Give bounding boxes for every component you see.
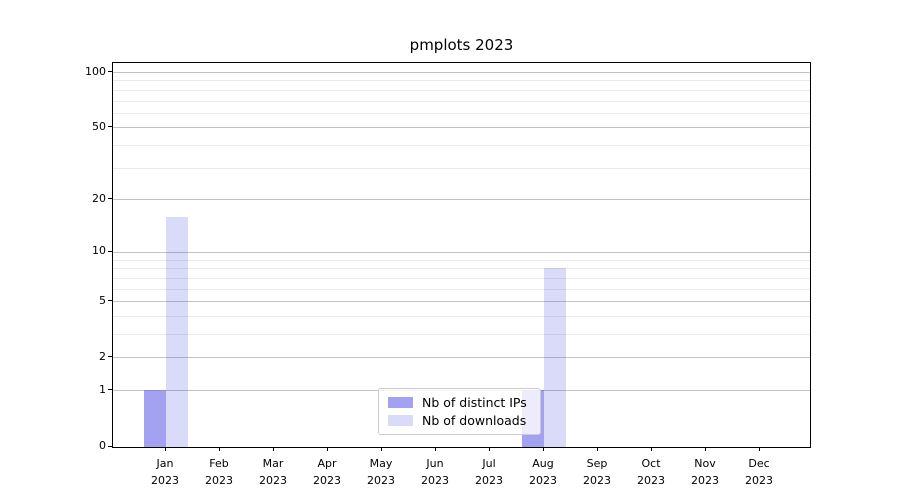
x-tick-label: Sep 2023: [570, 455, 624, 489]
x-tick-label: Apr 2023: [300, 455, 354, 489]
x-tick-month: Aug: [532, 457, 554, 470]
y-tick-label: 2: [99, 349, 106, 363]
gridline-major: [113, 251, 810, 253]
x-axis-tick: [219, 447, 220, 451]
x-tick-label: Aug 2023: [516, 455, 570, 489]
y-tick-label: 50: [92, 119, 106, 133]
x-tick-month: Mar: [262, 457, 284, 470]
x-axis-tick: [489, 447, 490, 451]
x-tick-year: 2023: [637, 474, 665, 487]
x-tick-month: Sep: [586, 457, 608, 470]
x-tick-year: 2023: [151, 474, 179, 487]
gridline-minor: [113, 334, 810, 335]
y-tick-label: 10: [92, 244, 106, 258]
gridline-minor: [113, 268, 810, 270]
y-axis-tick: [108, 71, 112, 72]
y-axis-tick: [108, 389, 112, 391]
y-tick-label: 20: [92, 191, 106, 205]
x-tick-year: 2023: [583, 474, 611, 487]
gridline-major: [113, 127, 810, 129]
x-tick-month: Oct: [641, 457, 661, 470]
legend: Nb of distinct IPs Nb of downloads: [378, 388, 541, 435]
y-axis-tick: [108, 300, 112, 302]
x-tick-month: May: [369, 457, 393, 470]
gridline-minor: [113, 315, 810, 317]
legend-row: Nb of distinct IPs: [388, 395, 531, 410]
x-tick-label: Oct 2023: [624, 455, 678, 489]
x-axis-tick: [273, 447, 274, 451]
x-tick-month: Dec: [748, 457, 770, 470]
y-axis-tick: [108, 250, 112, 252]
legend-row: Nb of downloads: [388, 413, 531, 428]
y-axis-tick: [108, 445, 112, 447]
gridline-major: [113, 199, 810, 201]
y-axis-tick: [108, 356, 112, 358]
bar-downloads: [166, 216, 188, 447]
gridline-major: [113, 301, 810, 303]
gridline-minor: [113, 80, 810, 82]
bar-distinct-ips: [144, 390, 166, 447]
x-tick-month: Feb: [209, 457, 229, 470]
x-tick-label: May 2023: [354, 455, 408, 489]
gridline-major: [113, 357, 810, 359]
x-axis-tick: [435, 447, 436, 451]
x-tick-label: Nov 2023: [678, 455, 732, 489]
x-tick-year: 2023: [367, 474, 395, 487]
y-axis-tick: [108, 198, 112, 200]
x-tick-label: Jun 2023: [408, 455, 462, 489]
gridline-minor: [113, 288, 810, 290]
gridline-minor: [113, 167, 810, 169]
x-axis-tick: [327, 447, 328, 451]
x-axis-tick: [597, 447, 598, 451]
x-tick-month: Nov: [694, 457, 716, 470]
x-tick-label: Feb 2023: [192, 455, 246, 489]
x-tick-label: Mar 2023: [246, 455, 300, 489]
y-tick-label: 1: [99, 382, 106, 396]
gridline-minor: [113, 277, 810, 279]
y-tick-label: 100: [85, 64, 106, 78]
legend-label-distinct-ips: Nb of distinct IPs: [422, 395, 527, 410]
x-axis-tick: [543, 447, 544, 451]
gridline-minor: [113, 89, 810, 91]
x-axis-tick: [705, 447, 706, 451]
x-tick-label: Dec 2023: [732, 455, 786, 489]
x-axis-tick: [651, 447, 652, 451]
x-axis-tick: [759, 447, 760, 451]
gridline-minor: [113, 112, 810, 114]
x-tick-year: 2023: [421, 474, 449, 487]
gridline-minor: [113, 100, 810, 102]
legend-swatch-distinct-ips: [388, 397, 413, 408]
x-tick-year: 2023: [259, 474, 287, 487]
x-tick-month: Jan: [156, 457, 174, 470]
legend-label-downloads: Nb of downloads: [422, 413, 527, 428]
x-tick-year: 2023: [475, 474, 503, 487]
x-tick-year: 2023: [205, 474, 233, 487]
gridline-major: [113, 72, 810, 73]
x-tick-month: Apr: [317, 457, 337, 470]
x-tick-year: 2023: [691, 474, 719, 487]
x-tick-year: 2023: [529, 474, 557, 487]
x-tick-month: Jun: [426, 457, 444, 470]
x-axis-tick: [381, 447, 382, 451]
x-axis-tick: [165, 447, 166, 451]
bar-downloads: [544, 268, 566, 447]
y-tick-label: 5: [99, 293, 106, 307]
chart-title: pmplots 2023: [409, 36, 514, 54]
gridline-minor: [113, 145, 810, 147]
x-tick-month: Jul: [482, 457, 496, 470]
gridline-minor: [113, 259, 810, 261]
x-tick-year: 2023: [313, 474, 341, 487]
x-tick-label: Jul 2023: [462, 455, 516, 489]
x-tick-year: 2023: [745, 474, 773, 487]
x-tick-label: Jan 2023: [138, 455, 192, 489]
y-axis-tick: [108, 126, 112, 128]
legend-swatch-downloads: [388, 415, 413, 426]
y-tick-label: 0: [99, 439, 106, 452]
